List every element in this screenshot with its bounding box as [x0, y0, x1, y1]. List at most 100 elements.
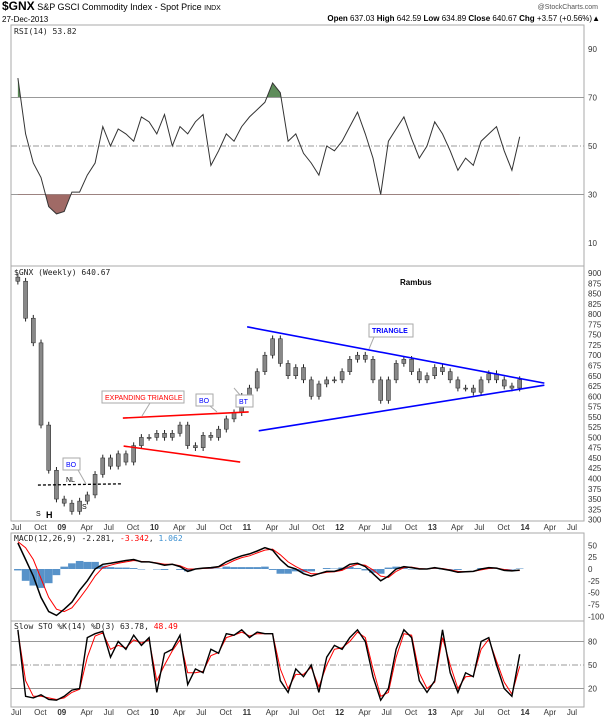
price-bar-body [509, 385, 515, 389]
x-axis-label: Jul [382, 523, 392, 532]
rsi-legend: RSI(14) 53.82 [14, 27, 77, 36]
price-bar-body [85, 494, 90, 502]
macd-histogram-bar [376, 569, 385, 574]
price-tick-label: 450 [588, 454, 602, 463]
price-bar-body [432, 367, 437, 376]
x-axis-label: Apr [173, 523, 186, 532]
x-axis-label: 13 [428, 523, 437, 532]
price-bar-body [363, 354, 368, 360]
x-axis-label: Oct [312, 523, 325, 532]
price-bar-body [447, 371, 453, 381]
chg-label: Chg [519, 14, 535, 23]
price-bar-body [77, 500, 82, 512]
price-bar-body [293, 367, 299, 376]
price-bar-body [316, 383, 322, 397]
x-axis-label: Jul [289, 523, 299, 532]
macd-histogram-bar [400, 568, 408, 569]
macd-histogram-bar [307, 569, 316, 572]
price-bar-body [501, 379, 507, 387]
right-shoulder-label: S [82, 504, 87, 511]
callout-text: BO [66, 462, 77, 469]
chart-title: $GNX S&P GSCI Commodity Index - Spot Pri… [2, 0, 221, 14]
sto-legend: Slow STO %K(14) %D(3) 63.78, 48.49 [14, 622, 178, 631]
x-axis-label: Apr [544, 708, 557, 717]
low-label: Low [423, 14, 440, 23]
macd-histogram-bar [369, 569, 377, 573]
price-bar-body [146, 437, 152, 439]
macd-legend: MACD(12,26,9) -2.281, -3.342, 1.062 [14, 534, 183, 543]
x-axis-label: Jul [567, 708, 577, 717]
price-bar-body [216, 428, 221, 438]
price-tick-label: 500 [588, 433, 602, 442]
x-axis-label: Jul [474, 708, 484, 717]
x-axis-label: 10 [150, 708, 159, 717]
macd-histogram-bar [60, 566, 68, 569]
sto-tick-label: 80 [588, 638, 597, 647]
x-axis-label: Apr [173, 708, 186, 717]
macd-histogram-bar [268, 569, 277, 570]
price-bar-body [23, 280, 28, 319]
expanding-triangle-lower-line [123, 445, 241, 463]
x-axis-label: Jul [104, 708, 114, 717]
price-bar-body [393, 363, 399, 381]
sto-tick-label: 20 [588, 684, 597, 693]
rsi-oversold-fill [17, 194, 520, 214]
macd-histogram-bar [122, 567, 130, 569]
x-axis-label: Oct [34, 523, 47, 532]
price-bar-body [324, 379, 329, 385]
price-bar-body [15, 276, 21, 282]
price-bar-body [332, 379, 337, 382]
callout-text: BO [199, 398, 210, 405]
price-tick-label: 800 [588, 310, 602, 319]
price-tick-label: 600 [588, 392, 602, 401]
macd-tick-label: -75 [588, 600, 600, 609]
macd-histogram-bar [230, 567, 238, 569]
sto-k-value: 63.78 [120, 622, 144, 631]
price-tick-label: 750 [588, 331, 602, 340]
price-tick-label: 850 [588, 290, 602, 299]
price-bar-body [200, 435, 206, 448]
price-tick-label: 650 [588, 372, 602, 381]
sto-legend-name: Slow STO %K(14) %D(3) [14, 622, 115, 631]
price-bar-body [69, 502, 75, 512]
macd-tick-label: 0 [588, 565, 593, 574]
x-axis-label: Oct [219, 523, 232, 532]
histogram-legend-value: 1.062 [159, 534, 183, 543]
left-shoulder-label: S [36, 511, 41, 518]
x-axis-label: Jul [567, 523, 577, 532]
price-bar-body [38, 342, 44, 426]
macd-histogram-bar [253, 567, 261, 569]
price-bar-body [409, 359, 414, 372]
x-axis-label: 09 [57, 523, 66, 532]
x-axis-label: 14 [521, 523, 530, 532]
price-bar-body [308, 379, 314, 397]
chg-value: +3.57 (+0.56%)▲ [536, 14, 600, 23]
sto-tick-label: 50 [588, 661, 597, 670]
price-tick-label: 475 [588, 444, 602, 453]
price-bar-body [301, 367, 306, 381]
macd-histogram-bar [361, 569, 370, 571]
price-bar-body [123, 453, 129, 463]
macd-histogram-bar [291, 569, 300, 572]
price-bar-body [185, 424, 190, 446]
price-tick-label: 375 [588, 485, 602, 494]
price-bar-body [162, 433, 167, 438]
price-bar-body [517, 379, 522, 389]
x-axis-label: Apr [266, 708, 279, 717]
price-bar-body [424, 375, 430, 381]
callout-expanding-triangle: EXPANDING TRIANGLE [101, 390, 185, 417]
macd-histogram-bar [176, 569, 184, 570]
price-bar-body [170, 433, 175, 438]
macd-tick-label: -100 [588, 612, 605, 621]
rsi-tick-label: 10 [588, 239, 597, 248]
macd-tick-label: -50 [588, 589, 600, 598]
price-tick-label: 675 [588, 361, 602, 370]
price-panel [10, 265, 585, 522]
macd-histogram-bar [346, 566, 354, 569]
macd-histogram-bar [106, 567, 115, 569]
price-bar-body [339, 371, 345, 381]
macd-histogram-bar [392, 566, 400, 569]
x-axis-label: Jul [382, 708, 392, 717]
x-axis-label: Oct [405, 708, 418, 717]
macd-histogram-bar [322, 568, 331, 569]
